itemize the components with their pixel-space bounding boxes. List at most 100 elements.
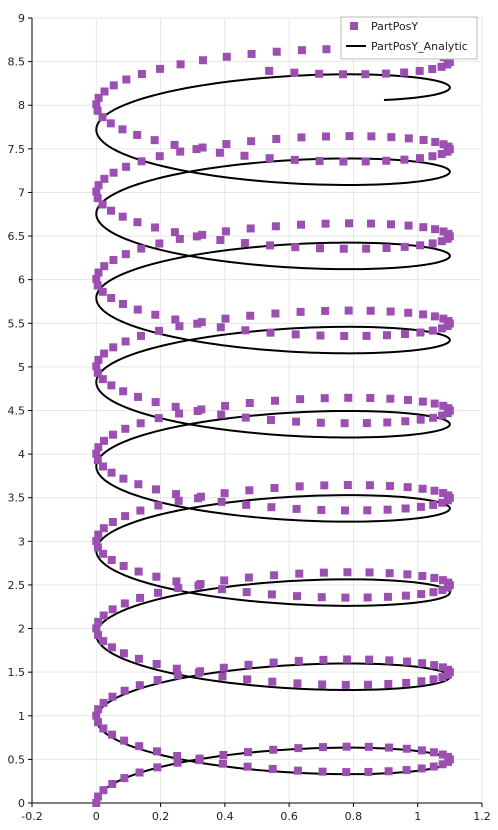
data-marker bbox=[100, 262, 109, 271]
data-marker bbox=[320, 394, 329, 403]
data-marker bbox=[292, 504, 301, 513]
x-tick-label: -0.2 bbox=[21, 810, 42, 823]
data-marker bbox=[443, 322, 452, 330]
data-marker bbox=[439, 314, 448, 323]
data-marker bbox=[443, 147, 452, 156]
data-marker bbox=[443, 409, 452, 418]
data-marker bbox=[365, 481, 374, 490]
data-marker bbox=[401, 330, 410, 339]
data-marker bbox=[135, 681, 144, 690]
data-marker bbox=[221, 227, 230, 236]
data-marker bbox=[218, 672, 227, 681]
data-marker bbox=[290, 155, 299, 164]
data-marker bbox=[403, 395, 412, 404]
data-marker bbox=[295, 569, 304, 578]
data-marker bbox=[430, 573, 439, 582]
analytic-line bbox=[95, 73, 451, 804]
data-marker bbox=[118, 125, 127, 134]
y-tick-label: 3.5 bbox=[8, 492, 26, 505]
data-marker bbox=[339, 157, 348, 166]
data-marker bbox=[120, 599, 129, 608]
data-marker bbox=[338, 70, 347, 79]
data-marker bbox=[384, 680, 393, 689]
data-marker bbox=[443, 496, 452, 505]
data-marker bbox=[294, 744, 303, 753]
data-marker bbox=[383, 505, 392, 514]
data-marker bbox=[93, 194, 102, 203]
data-marker bbox=[172, 490, 181, 499]
data-marker bbox=[321, 306, 330, 315]
y-tick-label: 2 bbox=[18, 623, 25, 636]
data-marker bbox=[419, 136, 428, 145]
data-marker bbox=[322, 45, 331, 54]
y-tick-label: 6.5 bbox=[8, 230, 26, 243]
data-marker bbox=[344, 393, 353, 402]
y-tick-label: 3 bbox=[18, 535, 25, 548]
y-tick-label: 7 bbox=[18, 186, 25, 199]
data-marker bbox=[100, 349, 109, 358]
data-marker bbox=[150, 136, 159, 145]
data-marker bbox=[94, 530, 103, 539]
data-marker bbox=[416, 502, 425, 511]
y-tick-label: 4.5 bbox=[8, 405, 26, 418]
data-marker bbox=[192, 232, 201, 241]
data-marker bbox=[154, 414, 163, 423]
data-marker bbox=[135, 768, 144, 777]
data-marker bbox=[94, 355, 103, 364]
data-marker bbox=[416, 241, 425, 250]
data-marker bbox=[438, 411, 447, 420]
y-tick-label: 8.5 bbox=[8, 56, 26, 69]
data-marker bbox=[136, 506, 145, 515]
data-marker bbox=[403, 657, 412, 666]
data-marker bbox=[386, 394, 395, 403]
data-marker bbox=[319, 743, 327, 752]
data-marker bbox=[100, 174, 109, 183]
data-marker bbox=[94, 443, 103, 452]
data-marker bbox=[109, 81, 118, 90]
data-marker bbox=[318, 680, 327, 689]
data-marker bbox=[403, 483, 412, 492]
data-marker bbox=[170, 228, 179, 237]
data-marker bbox=[198, 56, 207, 65]
data-marker bbox=[364, 680, 373, 689]
data-marker bbox=[121, 250, 130, 259]
data-marker bbox=[99, 637, 108, 646]
data-marker bbox=[151, 310, 160, 319]
data-marker bbox=[221, 314, 230, 323]
data-marker bbox=[240, 151, 249, 160]
data-marker bbox=[416, 328, 425, 337]
data-marker bbox=[364, 767, 373, 776]
data-marker bbox=[366, 394, 375, 402]
data-marker bbox=[296, 307, 305, 316]
data-marker bbox=[92, 536, 101, 545]
data-marker bbox=[176, 60, 185, 69]
data-marker bbox=[98, 375, 107, 384]
data-marker bbox=[93, 368, 102, 377]
x-tick-label: 0.6 bbox=[280, 810, 298, 823]
data-marker bbox=[153, 676, 162, 685]
data-marker bbox=[342, 742, 351, 751]
data-marker bbox=[134, 392, 143, 401]
data-marker bbox=[438, 673, 447, 682]
y-tick-label: 0 bbox=[18, 797, 25, 810]
data-marker bbox=[341, 506, 350, 515]
data-marker bbox=[151, 398, 160, 407]
data-marker bbox=[316, 331, 325, 340]
data-marker bbox=[291, 243, 300, 252]
data-marker bbox=[133, 130, 142, 139]
data-marker bbox=[268, 677, 277, 686]
axes bbox=[28, 17, 483, 807]
data-marker bbox=[269, 658, 278, 667]
data-marker bbox=[134, 567, 143, 576]
data-marker bbox=[134, 480, 143, 489]
data-marker bbox=[92, 799, 101, 807]
data-marker bbox=[122, 75, 131, 84]
data-marker bbox=[431, 138, 440, 147]
data-marker bbox=[415, 154, 424, 163]
data-marker bbox=[272, 47, 281, 56]
data-marker bbox=[443, 234, 452, 243]
data-marker bbox=[430, 661, 439, 670]
data-marker bbox=[171, 315, 180, 324]
data-marker bbox=[134, 654, 143, 663]
data-marker bbox=[173, 671, 182, 680]
